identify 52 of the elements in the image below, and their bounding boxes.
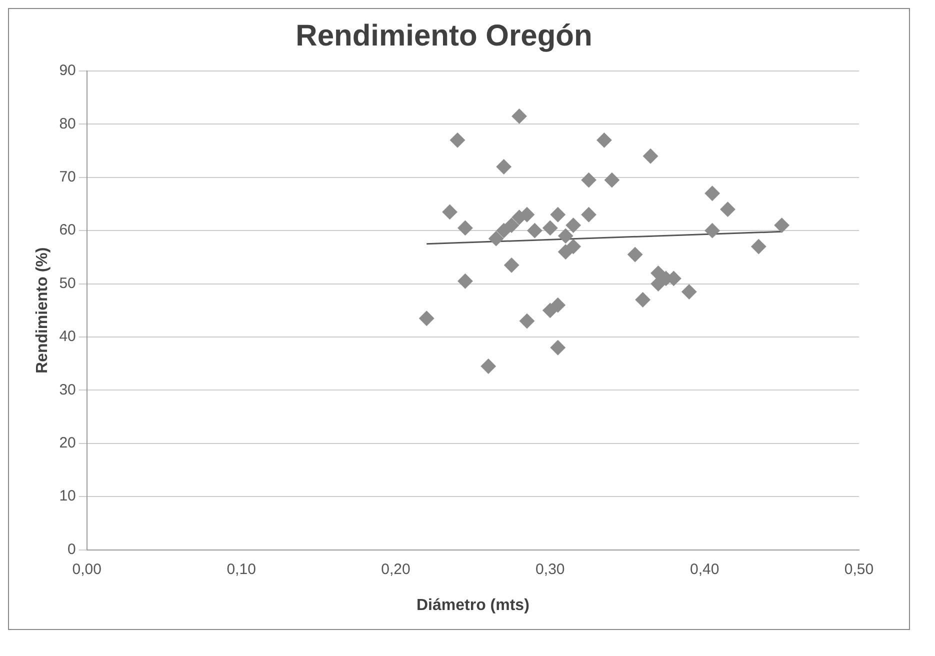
point xyxy=(596,132,612,148)
x-tick-label: 0,00 xyxy=(72,560,102,578)
point xyxy=(682,284,697,300)
y-tick-label: 0 xyxy=(68,540,76,558)
y-axis-title: Rendimiento (%) xyxy=(34,247,52,374)
y-tick-label: 50 xyxy=(59,274,76,292)
y-tick-label: 80 xyxy=(59,115,76,132)
point xyxy=(504,218,520,233)
chart-title: Rendimiento Oregón xyxy=(296,19,592,52)
point xyxy=(774,218,790,233)
x-tick-label: 0,20 xyxy=(381,560,410,578)
point xyxy=(704,186,720,201)
point xyxy=(581,207,596,222)
point xyxy=(550,340,566,356)
point xyxy=(550,207,566,222)
point xyxy=(720,202,736,217)
y-tick-label: 40 xyxy=(59,328,76,346)
point xyxy=(635,292,650,308)
point xyxy=(542,220,558,236)
y-tick-label: 70 xyxy=(59,168,76,186)
y-tick-label: 20 xyxy=(59,434,76,452)
x-tick-label: 0,10 xyxy=(226,560,256,578)
point xyxy=(628,247,643,262)
point xyxy=(504,258,520,273)
point xyxy=(419,310,434,326)
point xyxy=(558,228,574,244)
x-tick-label: 0,50 xyxy=(844,560,874,578)
point xyxy=(550,298,566,313)
point xyxy=(581,172,596,188)
point xyxy=(458,220,473,236)
point xyxy=(527,223,542,238)
x-axis-title: Diámetro (mts) xyxy=(416,596,530,614)
point xyxy=(496,159,512,174)
point xyxy=(566,239,581,254)
x-tick-label: 0,40 xyxy=(690,560,720,578)
point xyxy=(704,223,720,238)
point xyxy=(643,148,658,164)
point xyxy=(488,231,504,246)
point xyxy=(604,172,620,188)
point xyxy=(458,274,473,289)
point xyxy=(512,108,527,124)
y-tick-label: 60 xyxy=(59,222,76,239)
x-tick-label: 0,30 xyxy=(536,560,565,578)
point xyxy=(566,218,581,233)
y-tick-label: 30 xyxy=(59,381,76,398)
point xyxy=(751,239,766,254)
point xyxy=(519,314,534,329)
point xyxy=(450,132,465,148)
point xyxy=(442,204,458,220)
y-tick-label: 90 xyxy=(59,62,76,80)
y-tick-label: 10 xyxy=(59,488,76,505)
point xyxy=(480,358,496,374)
